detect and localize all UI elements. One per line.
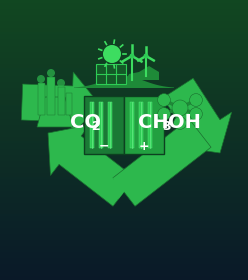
Circle shape [172,100,188,116]
FancyBboxPatch shape [66,93,72,115]
Polygon shape [126,66,159,80]
FancyBboxPatch shape [90,102,94,148]
FancyBboxPatch shape [139,102,143,148]
FancyBboxPatch shape [130,102,134,148]
FancyBboxPatch shape [108,102,112,148]
Circle shape [47,69,55,77]
Text: 2: 2 [92,120,101,134]
FancyBboxPatch shape [47,77,55,115]
Circle shape [37,75,45,83]
Polygon shape [113,119,211,206]
Text: −: − [99,139,109,153]
Circle shape [144,53,149,59]
Text: CH: CH [138,113,169,132]
Circle shape [157,94,170,106]
Polygon shape [163,78,232,153]
FancyBboxPatch shape [99,102,103,148]
Circle shape [129,53,134,59]
FancyBboxPatch shape [96,64,126,84]
Circle shape [103,45,121,63]
Text: OH: OH [168,113,201,132]
Polygon shape [37,97,73,127]
FancyBboxPatch shape [58,87,64,115]
Circle shape [157,108,170,120]
Circle shape [190,94,202,106]
Text: 3: 3 [162,120,171,134]
Text: +: + [139,139,149,153]
FancyBboxPatch shape [124,96,164,154]
Text: CO: CO [70,113,101,132]
Polygon shape [74,76,174,88]
Polygon shape [21,72,100,136]
FancyBboxPatch shape [84,96,124,154]
Circle shape [190,108,202,120]
Circle shape [57,79,65,87]
Polygon shape [113,178,135,199]
FancyBboxPatch shape [37,83,44,115]
Circle shape [174,116,186,129]
Polygon shape [48,125,135,206]
FancyBboxPatch shape [148,102,152,148]
